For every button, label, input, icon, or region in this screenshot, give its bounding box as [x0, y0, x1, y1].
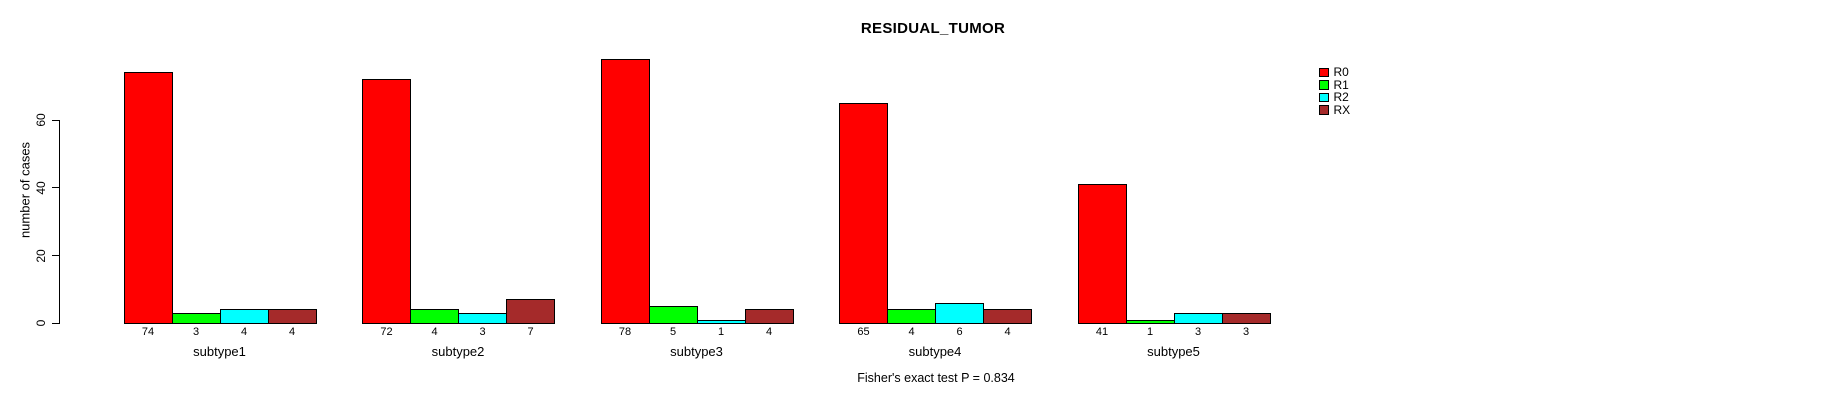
legend-swatch-rx — [1319, 105, 1329, 115]
bar-r2-subtype1 — [219, 309, 269, 324]
y-tick-mark — [51, 322, 59, 324]
y-tick-mark — [51, 119, 59, 121]
bar-r1-subtype5 — [1125, 319, 1175, 324]
bar-r0-subtype2 — [362, 79, 411, 324]
legend-swatch-r2 — [1319, 92, 1329, 103]
bar-value-label: 4 — [908, 326, 915, 338]
bar-value-label: 3 — [479, 326, 486, 338]
bar-value-label: 74 — [141, 326, 155, 338]
y-tick-mark — [51, 255, 59, 257]
bar-rx-subtype3 — [744, 309, 794, 324]
bar-r0-subtype1 — [123, 72, 173, 324]
bar-value-label: 4 — [765, 326, 773, 338]
bar-r2-subtype2 — [458, 312, 507, 324]
category-label-subtype3: subtype3 — [670, 344, 723, 359]
bar-r1-subtype3 — [648, 305, 698, 324]
bar-r2-subtype3 — [696, 319, 746, 324]
chart-title: RESIDUAL_TUMOR — [860, 20, 1006, 37]
legend-swatch-r0 — [1319, 67, 1329, 78]
y-axis-line — [59, 119, 60, 324]
bar-value-label: 3 — [1242, 326, 1250, 338]
bar-r0-subtype4 — [839, 102, 888, 324]
bar-value-label: 7 — [527, 326, 534, 338]
legend: R0 R1 R2 RX — [1319, 66, 1350, 116]
bar-value-label: 1 — [717, 326, 725, 338]
bar-value-label: 41 — [1095, 326, 1109, 338]
legend-row-r2: R2 — [1319, 91, 1350, 104]
legend-row-rx: RX — [1319, 104, 1350, 117]
bar-value-label: 3 — [1194, 326, 1202, 338]
bar-r0-subtype3 — [600, 58, 650, 324]
bar-r1-subtype4 — [887, 309, 936, 324]
bar-value-label: 4 — [431, 326, 438, 338]
legend-row-r1: R1 — [1319, 79, 1350, 92]
legend-label-r2: R2 — [1333, 90, 1349, 105]
bar-rx-subtype1 — [267, 309, 317, 324]
bar-value-label: 4 — [1004, 326, 1011, 338]
legend-row-r0: R0 — [1319, 66, 1350, 79]
category-label-subtype1: subtype1 — [193, 344, 246, 359]
bar-value-label: 4 — [288, 326, 296, 338]
legend-swatch-r1 — [1319, 80, 1329, 90]
bar-r1-subtype2 — [410, 309, 459, 324]
category-label-subtype2: subtype2 — [431, 344, 485, 359]
bar-value-label: 3 — [192, 326, 200, 338]
category-label-subtype5: subtype5 — [1147, 344, 1200, 359]
category-label-subtype4: subtype4 — [908, 344, 962, 359]
bar-rx-subtype4 — [983, 309, 1032, 324]
bar-value-label: 72 — [380, 326, 393, 338]
y-tick-mark — [51, 187, 59, 189]
bar-value-label: 78 — [618, 326, 632, 338]
legend-label-r1: R1 — [1333, 77, 1349, 92]
bar-rx-subtype2 — [506, 299, 555, 324]
bar-value-label: 6 — [956, 326, 963, 338]
bar-r0-subtype5 — [1077, 184, 1127, 324]
legend-label-rx: RX — [1333, 103, 1351, 118]
legend-label-r0: R0 — [1333, 65, 1349, 80]
bar-rx-subtype5 — [1221, 312, 1271, 324]
bar-value-label: 65 — [857, 326, 870, 338]
bar-r1-subtype1 — [171, 312, 221, 324]
bar-value-label: 4 — [240, 326, 248, 338]
bar-r2-subtype5 — [1173, 312, 1223, 324]
bar-r2-subtype4 — [935, 302, 984, 324]
bar-value-label: 1 — [1146, 326, 1154, 338]
fisher-test-annotation: Fisher's exact test P = 0.834 — [857, 371, 1015, 385]
bar-value-label: 5 — [669, 326, 677, 338]
